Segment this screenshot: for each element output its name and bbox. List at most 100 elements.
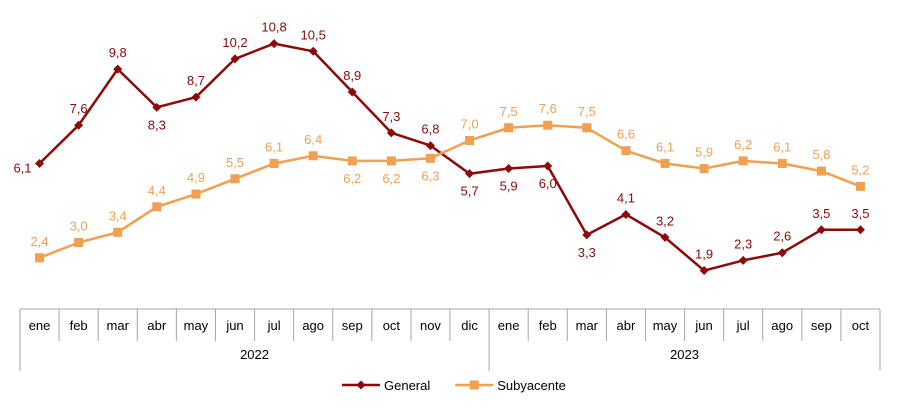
data-label: 2,6 [773,229,791,244]
data-label: 10,8 [261,20,286,35]
data-label: 8,9 [343,68,361,83]
data-label: 5,9 [500,179,518,194]
x-tick-label: jun [694,318,712,333]
data-label: 7,5 [578,104,596,119]
data-label: 6,1 [265,139,283,154]
x-tick-label: jul [267,318,281,333]
legend-item-subyacente: Subyacente [455,378,566,393]
data-label: 6,6 [617,127,635,142]
data-point [621,209,631,219]
data-label: 5,2 [851,162,869,177]
data-label: 6,8 [421,122,439,137]
x-tick-label: sep [811,318,832,333]
data-point [191,92,201,102]
x-tick-label: ago [302,318,324,333]
data-label: 5,7 [461,184,479,199]
data-label: 6,2 [382,171,400,186]
data-label: 6,0 [539,176,557,191]
x-tick-label: sep [342,318,363,333]
data-point [152,202,162,212]
data-point [35,158,45,168]
x-tick-label: oct [383,318,401,333]
data-label: 9,8 [109,45,127,60]
data-point [113,227,123,237]
data-label: 5,5 [226,155,244,170]
data-label: 8,7 [187,73,205,88]
data-point [347,156,357,166]
data-label: 7,6 [539,101,557,116]
data-point [582,123,592,133]
data-label: 2,4 [31,234,49,249]
data-point [465,136,475,145]
data-point [113,64,123,74]
data-label: 6,3 [421,168,439,183]
data-point [269,158,279,168]
data-point [230,174,240,184]
data-point [582,230,592,240]
data-point [347,87,357,97]
x-tick-label: ene [498,318,520,333]
year-label: 2022 [240,347,269,362]
data-label: 7,3 [382,109,400,124]
data-point [543,161,553,171]
data-point [738,255,748,265]
x-tick-label: may [653,318,678,333]
data-label: 6,1 [13,160,31,175]
data-label: 3,0 [70,219,88,234]
year-label: 2023 [670,347,699,362]
data-label: 7,6 [70,101,88,116]
data-label: 5,8 [812,147,830,162]
x-tick-label: jul [736,318,750,333]
data-point [425,141,435,151]
x-tick-label: ago [771,318,793,333]
x-tick-label: abr [617,318,636,333]
x-tick-label: mar [107,318,130,333]
data-label: 7,0 [461,117,479,132]
data-point [35,253,45,263]
legend-label: General [384,378,430,393]
data-point [660,158,670,168]
data-label: 3,3 [578,245,596,260]
data-label: 6,2 [343,171,361,186]
data-point [504,164,514,174]
data-point [621,146,631,156]
x-tick-label: oct [852,318,870,333]
x-tick-label: feb [70,318,88,333]
data-point [777,248,787,258]
data-label: 10,2 [222,35,247,50]
data-point [777,158,787,168]
series-line [38,42,861,272]
data-label: 6,4 [304,132,322,147]
data-point [465,169,475,179]
data-point [74,238,84,247]
data-label: 8,3 [148,117,166,132]
data-point [699,266,709,276]
data-label: 4,4 [148,183,166,198]
data-label: 5,9 [695,145,713,160]
series-subyacente: 2,4 3,0 3,4 4,4 4,9 5,5 6,1 6,4 6,2 6,2 6,3 7,0 7,5 7… [31,101,869,263]
data-label: 4,1 [617,190,635,205]
x-tick-label: nov [420,318,441,333]
x-tick-label: jun [225,318,243,333]
data-label: 3,2 [656,213,674,228]
x-tick-label: dic [461,318,478,333]
data-point [504,123,514,133]
series-general: 6,1 7,6 9,8 8,3 8,7 10,2 10,8 10,5 8,9 7,3 6,8 5,7 5… [13,20,869,276]
data-point [855,225,865,235]
data-point [386,128,396,138]
data-point [308,46,318,56]
data-point [425,153,435,163]
data-point [386,156,396,166]
data-label: 3,5 [812,206,830,221]
data-label: 7,5 [500,104,518,119]
data-point [855,181,865,191]
legend-marker [356,380,366,390]
series-layer: 6,1 7,6 9,8 8,3 8,7 10,2 10,8 10,5 8,9 7,3 6,8 5,7 5… [13,20,869,276]
data-point [699,164,709,174]
data-point [816,225,826,235]
data-label: 6,1 [773,139,791,154]
data-label: 1,9 [695,247,713,262]
data-label: 3,4 [109,208,127,223]
x-tick-label: ene [29,318,51,333]
